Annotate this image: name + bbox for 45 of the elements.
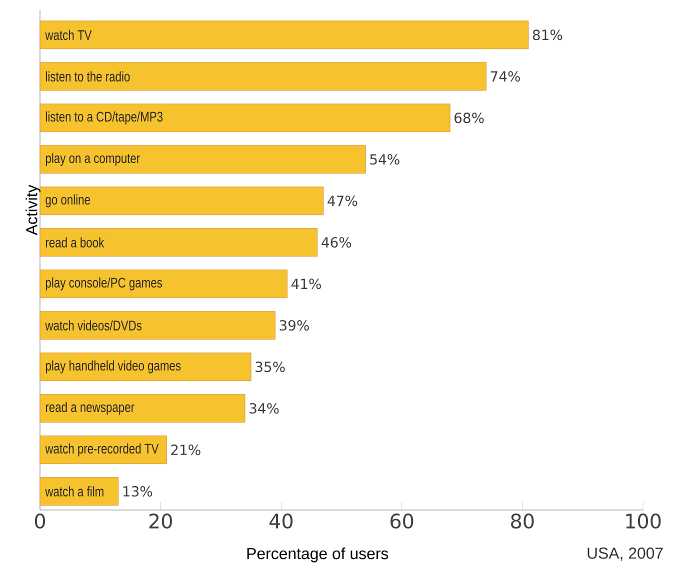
y-tick-label: read a book [46,237,104,248]
y-axis-title: Activity [26,184,40,236]
x-axis-title: Percentage of users [247,548,388,562]
bar [40,228,318,257]
text: USA, 2007 [588,548,663,561]
data-label: 54% [370,154,400,165]
x-tick-label: 100 [626,514,661,529]
bar [40,394,246,423]
data-label: 81% [532,30,562,40]
bar [40,104,450,132]
y-tick-label: go online [46,194,90,208]
y-tick-label: read a newspaper [46,402,134,415]
bar [40,436,167,464]
y-tick-label: watch a film [45,486,104,496]
y-tick-label: watch pre-recorded TV [45,443,159,456]
y-tick-label: play console/PC games [46,277,162,290]
y-tick-label: play handheld video games [46,360,181,374]
bar [40,477,119,506]
bar [40,311,276,340]
x-tick-label: 60 [390,514,414,529]
x-tick-label: 40 [269,514,293,529]
y-tick-label: listen to a CD/tape/MP3 [46,111,163,124]
data-label: 46% [322,237,352,248]
data-label: 74% [490,71,520,82]
data-label: 41% [291,278,321,290]
bar [40,352,252,382]
data-label: 47% [328,196,358,206]
bar [40,270,288,298]
x-tick-label: 80 [511,514,534,529]
data-label: 21% [171,444,200,456]
data-label: 68% [454,112,484,124]
y-tick-label: watch videos/DVDs [45,320,142,330]
x-tick-label: 0 [34,514,46,529]
y-tick-label: play on a computer [46,152,140,166]
data-label: 35% [256,362,285,372]
bar [40,186,324,216]
data-label: 39% [280,320,309,331]
bar [40,145,366,174]
bar [40,20,529,50]
data-label: 13% [123,486,152,497]
x-tick-label: 20 [149,514,172,529]
y-tick-label: watch TV [45,30,92,40]
data-label: 34% [250,403,279,414]
bar [40,62,486,91]
y-tick-label: listen to the radio [46,71,130,82]
